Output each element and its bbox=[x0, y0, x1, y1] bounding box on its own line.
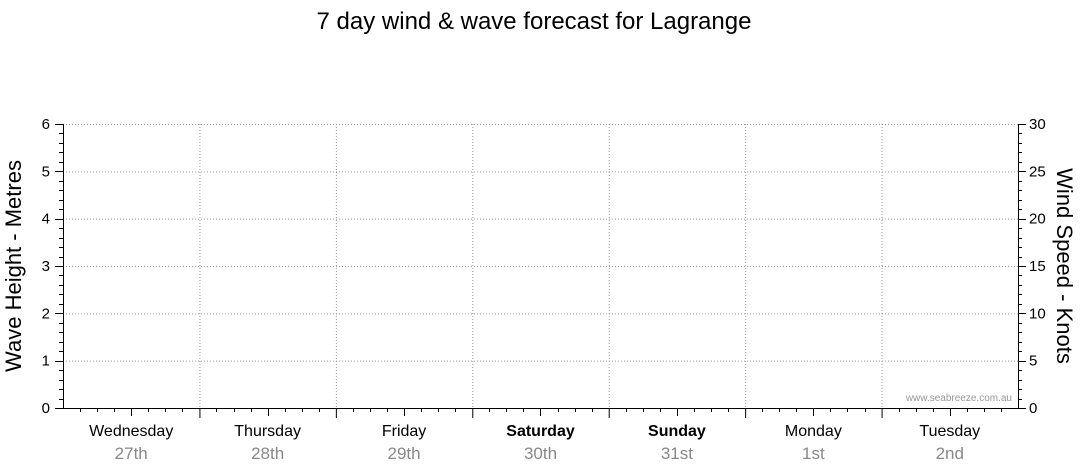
left-tick-label: 1 bbox=[42, 353, 50, 370]
right-tick-label: 0 bbox=[1029, 400, 1037, 417]
chart-title: 7 day wind & wave forecast for Lagrange bbox=[317, 8, 752, 35]
day-label: Sunday bbox=[648, 423, 706, 440]
right-tick-label: 20 bbox=[1029, 211, 1046, 228]
date-label: 30th bbox=[524, 444, 557, 463]
right-tick-label: 30 bbox=[1029, 116, 1046, 133]
left-tick-label: 0 bbox=[42, 400, 50, 417]
day-label: Tuesday bbox=[919, 423, 980, 440]
left-tick-label: 3 bbox=[42, 258, 50, 275]
day-label: Wednesday bbox=[89, 423, 173, 440]
date-label: 2nd bbox=[936, 444, 964, 463]
right-tick-label: 10 bbox=[1029, 305, 1046, 322]
grid-lines bbox=[63, 124, 1018, 408]
date-label: 1st bbox=[802, 444, 825, 463]
day-label: Saturday bbox=[506, 423, 575, 440]
left-y-axis: 0 1 2 3 4 5 6 bbox=[42, 116, 63, 417]
right-tick-label: 25 bbox=[1029, 163, 1046, 180]
left-tick-label: 6 bbox=[42, 116, 50, 133]
watermark: www.seabreeze.com.au bbox=[905, 393, 1012, 404]
right-y-axis-label: Wind Speed - Knots bbox=[1052, 168, 1077, 364]
left-y-axis-label: Wave Height - Metres bbox=[1, 160, 26, 372]
left-tick-label: 2 bbox=[42, 305, 50, 322]
x-axis-labels: Wednesday 27th Thursday 28th Friday 29th Satur… bbox=[89, 423, 980, 463]
day-label: Monday bbox=[785, 423, 842, 440]
left-tick-label: 5 bbox=[42, 163, 50, 180]
date-label: 27th bbox=[115, 444, 148, 463]
date-label: 29th bbox=[388, 444, 421, 463]
axes bbox=[63, 124, 1019, 418]
left-tick-label: 4 bbox=[42, 211, 50, 228]
date-label: 28th bbox=[251, 444, 284, 463]
day-label: Friday bbox=[382, 423, 426, 440]
date-label: 31st bbox=[661, 444, 693, 463]
right-y-axis: 0 5 10 15 20 25 30 bbox=[1018, 116, 1046, 417]
right-tick-label: 15 bbox=[1029, 258, 1046, 275]
right-tick-label: 5 bbox=[1029, 353, 1037, 370]
day-label: Thursday bbox=[234, 423, 301, 440]
